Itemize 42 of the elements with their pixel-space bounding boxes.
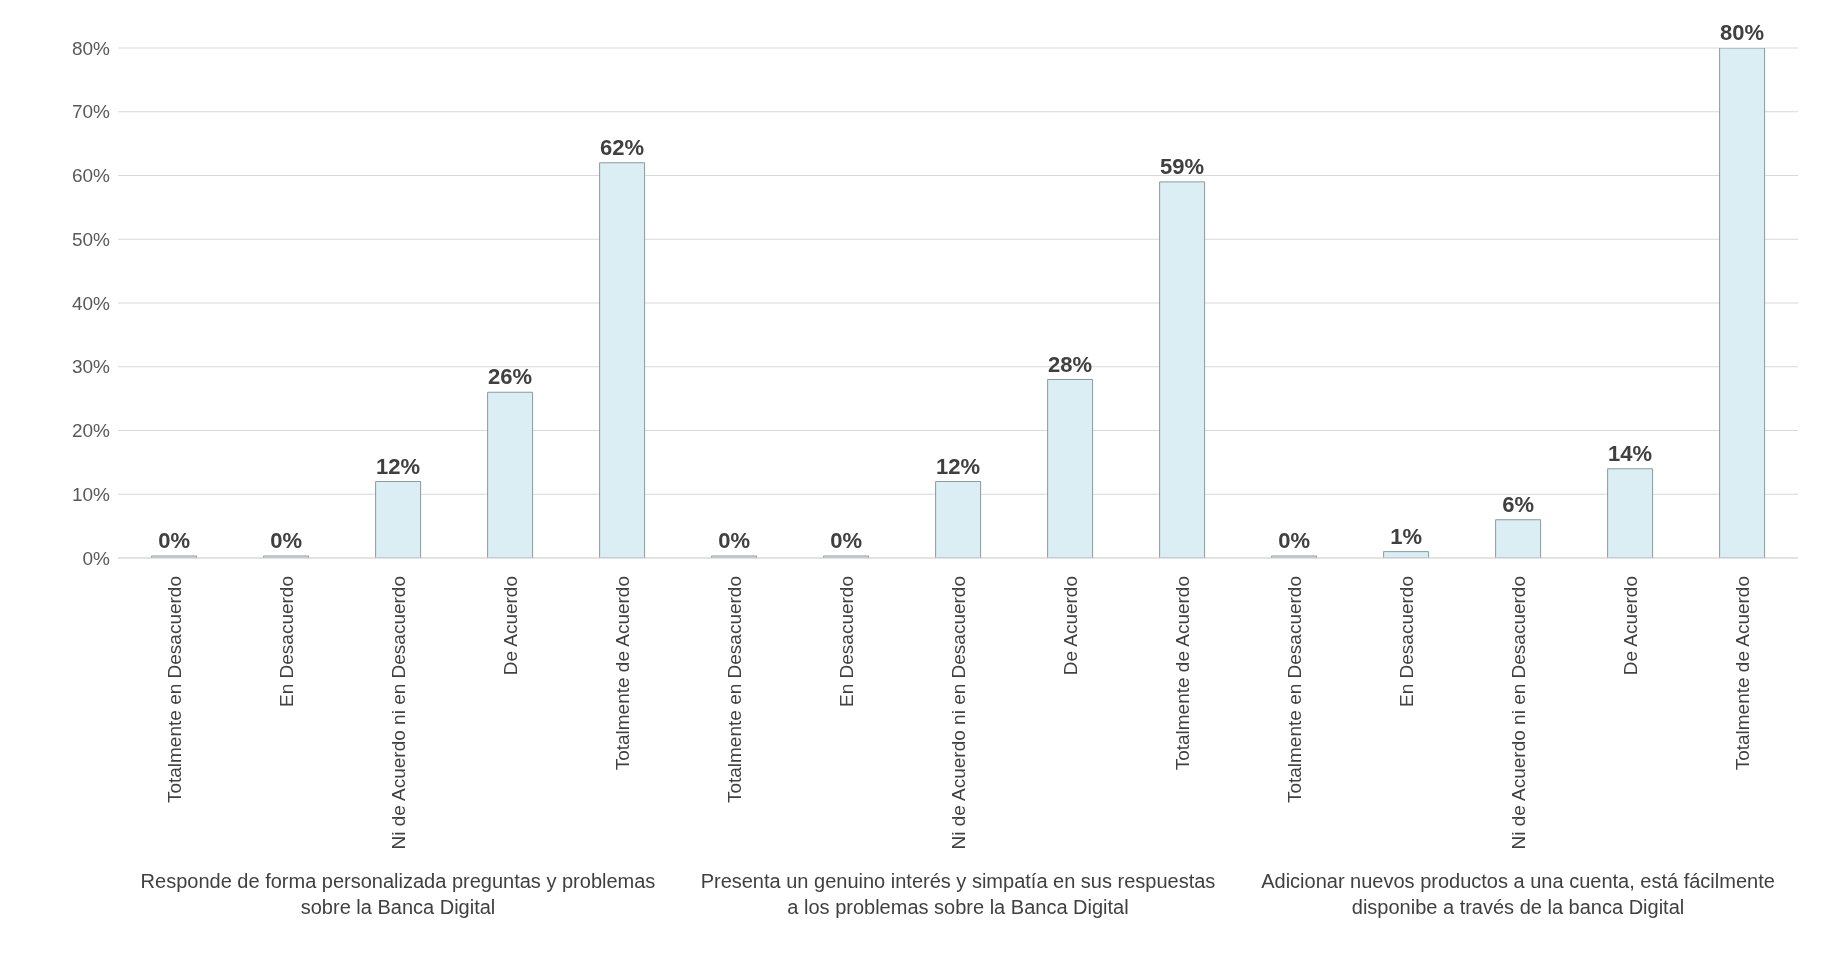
- text: Adicionar nuevos productos a una cuenta, está fácilmente disponibe a través de la banca Digital: [1260, 869, 1776, 920]
- data-label: 0%: [718, 528, 750, 553]
- y-tick-label: 40%: [71, 292, 111, 314]
- data-label: 0%: [158, 528, 190, 553]
- x-tick-label: De Acuerdo: [1619, 576, 1641, 676]
- data-label: 0%: [830, 528, 862, 553]
- x-tick-label: Totalmente en Desacuerdo: [1283, 576, 1305, 804]
- y-tick-label: 30%: [71, 356, 111, 378]
- data-label: 26%: [488, 364, 533, 390]
- y-tick-label: 0%: [82, 547, 111, 569]
- text: Responde de forma personalizada preguntas y problemas sobre la Banca Digital: [139, 869, 657, 920]
- data-label: 12%: [376, 453, 421, 479]
- x-tick-label: Ni de Acuerdo ni en Desacuerdo: [1507, 576, 1529, 850]
- data-label: 62%: [600, 134, 645, 160]
- text: Presenta un genuino interés y simpatía en sus respuestas a los problemas sobre la Banca Digital: [699, 869, 1217, 920]
- x-tick-label: En Desacuerdo: [1395, 576, 1417, 707]
- y-tick-label: 50%: [71, 228, 111, 250]
- data-label: 12%: [936, 453, 981, 479]
- data-label: 28%: [1048, 351, 1093, 377]
- data-label: 0%: [270, 528, 302, 553]
- data-label: 6%: [1502, 491, 1534, 517]
- x-tick-label: Totalmente de Acuerdo: [1731, 576, 1753, 771]
- y-tick-label: 20%: [71, 420, 111, 442]
- y-tick-label: 70%: [71, 101, 111, 123]
- x-tick-label: Ni de Acuerdo ni en Desacuerdo: [387, 576, 409, 850]
- data-label: 1%: [1390, 523, 1422, 549]
- x-tick-label: De Acuerdo: [499, 576, 521, 676]
- y-tick-label: 10%: [71, 483, 111, 505]
- x-tick-label: Ni de Acuerdo ni en Desacuerdo: [947, 576, 969, 850]
- data-label: 14%: [1608, 440, 1653, 466]
- y-tick-label: 60%: [71, 165, 111, 187]
- x-tick-label: En Desacuerdo: [835, 576, 857, 707]
- data-label: 0%: [1278, 528, 1310, 553]
- x-tick-label: Totalmente de Acuerdo: [611, 576, 633, 771]
- data-label: 59%: [1160, 153, 1205, 179]
- x-tick-label: Totalmente de Acuerdo: [1171, 576, 1193, 771]
- y-tick-label: 80%: [71, 37, 111, 59]
- x-tick-label: En Desacuerdo: [275, 576, 297, 707]
- x-tick-label: De Acuerdo: [1059, 576, 1081, 676]
- data-label: 80%: [1720, 20, 1765, 45]
- x-tick-label: Totalmente en Desacuerdo: [723, 576, 745, 804]
- x-tick-label: Totalmente en Desacuerdo: [163, 576, 185, 804]
